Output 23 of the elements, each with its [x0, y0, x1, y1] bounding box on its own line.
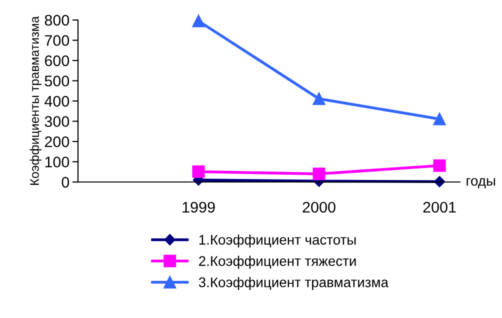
legend-label: 1.Коэффициент частоты: [199, 234, 356, 248]
x-axis-title: годы: [466, 178, 496, 188]
point: [312, 168, 326, 180]
y-tick-label: 400: [44, 96, 70, 107]
y-tick-label: 0: [62, 176, 70, 188]
point: [312, 92, 326, 106]
x-tick-label: 1999: [182, 202, 215, 213]
y-tick-label: 300: [44, 116, 70, 127]
legend-label: 3.Коэффициент травматизма: [198, 277, 389, 290]
y-tick-label: 500: [44, 76, 70, 86]
point: [433, 112, 446, 126]
y-tick-label: 200: [44, 136, 70, 148]
y-axis-title: Коэффициенты травматизма: [30, 16, 42, 185]
legend-label: 2.Коэффициент тяжести: [199, 256, 356, 269]
y-tick-label: 600: [44, 55, 70, 66]
point: [433, 159, 446, 172]
point: [192, 165, 205, 178]
y-tick-label: 700: [44, 35, 70, 46]
y-tick-label: 100: [45, 156, 70, 168]
y-tick-label: 800: [44, 14, 70, 26]
point: [192, 14, 205, 28]
x-tick-label: 2000: [302, 202, 336, 213]
x-tick-label: 2001: [423, 202, 456, 213]
